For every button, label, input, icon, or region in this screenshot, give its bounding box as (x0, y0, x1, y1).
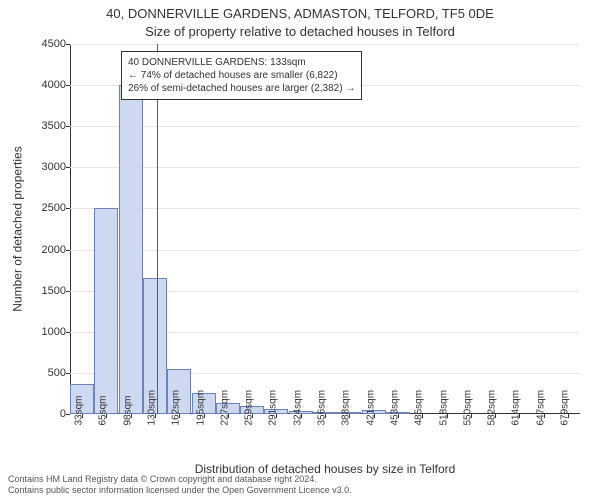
ytick-label: 4000 (6, 79, 66, 91)
legend-line: 26% of semi-detached houses are larger (… (128, 82, 355, 95)
footer-line2: Contains public sector information licen… (8, 485, 352, 496)
ytick-label: 2000 (6, 244, 66, 256)
ytick-mark (66, 167, 70, 168)
ytick-mark (66, 44, 70, 45)
ytick-mark (66, 208, 70, 209)
grid-line (70, 44, 580, 45)
y-axis-line (70, 44, 71, 414)
ytick-mark (66, 332, 70, 333)
ytick-label: 0 (6, 408, 66, 420)
grid-line (70, 208, 580, 209)
chart-container: 40, DONNERVILLE GARDENS, ADMASTON, TELFO… (0, 0, 600, 500)
ytick-mark (66, 291, 70, 292)
ytick-mark (66, 85, 70, 86)
grid-line (70, 126, 580, 127)
ytick-label: 4500 (6, 38, 66, 50)
ytick-label: 500 (6, 367, 66, 379)
histogram-bar (119, 85, 143, 414)
grid-line (70, 167, 580, 168)
ytick-mark (66, 373, 70, 374)
ytick-label: 3500 (6, 120, 66, 132)
ytick-label: 2500 (6, 202, 66, 214)
legend-line: 40 DONNERVILLE GARDENS: 133sqm (128, 56, 355, 69)
legend-box: 40 DONNERVILLE GARDENS: 133sqm← 74% of d… (121, 51, 362, 100)
ytick-label: 3000 (6, 161, 66, 173)
y-axis-label-container: Number of detached properties (10, 44, 26, 414)
footer-line1: Contains HM Land Registry data © Crown c… (8, 474, 352, 485)
plot-area: 40 DONNERVILLE GARDENS: 133sqm← 74% of d… (70, 44, 580, 414)
grid-line (70, 250, 580, 251)
histogram-bar (94, 208, 118, 414)
ytick-mark (66, 414, 70, 415)
ytick-label: 1500 (6, 285, 66, 297)
ytick-label: 1000 (6, 326, 66, 338)
ytick-mark (66, 250, 70, 251)
footer-attribution: Contains HM Land Registry data © Crown c… (8, 474, 352, 496)
chart-title-line1: 40, DONNERVILLE GARDENS, ADMASTON, TELFO… (0, 6, 600, 21)
ytick-mark (66, 126, 70, 127)
chart-title-line2: Size of property relative to detached ho… (0, 24, 600, 39)
legend-line: ← 74% of detached houses are smaller (6,… (128, 69, 355, 82)
